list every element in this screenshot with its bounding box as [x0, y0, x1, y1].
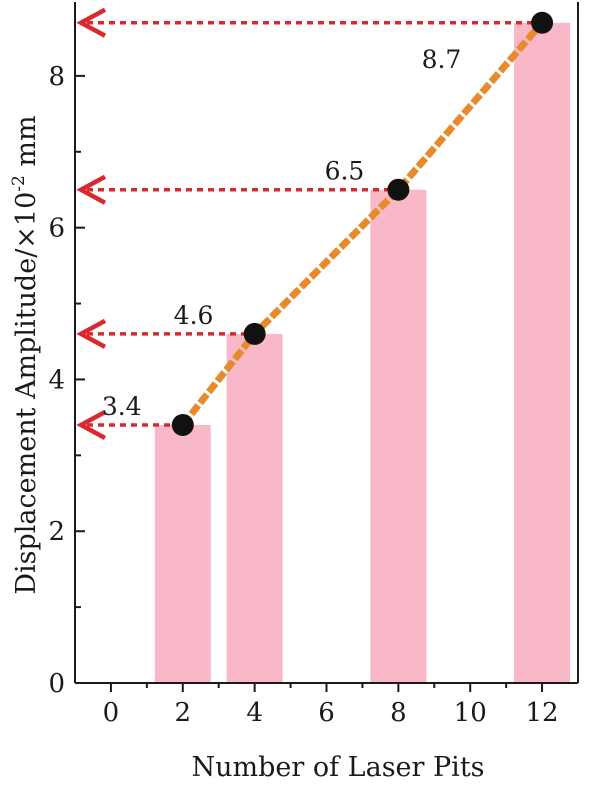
bar-4 [226, 333, 283, 683]
point-12 [531, 11, 554, 34]
arrowhead-8.7 [76, 7, 107, 38]
y-tick-label-6: 6 [48, 214, 65, 244]
reference-arrows-group [76, 7, 537, 440]
data-label-4.6: 4.6 [174, 301, 214, 330]
y-axis-title-superscript: -2 [9, 175, 29, 192]
point-8 [387, 178, 410, 201]
arrowhead-6.5 [76, 174, 107, 205]
bar-12 [514, 22, 571, 684]
x-tick-label-2: 2 [175, 698, 192, 728]
x-axis-title: Number of Laser Pits [191, 752, 484, 783]
series-line [180, 20, 545, 428]
y-tick-label-2: 2 [48, 517, 65, 547]
trend-line-group [180, 20, 545, 428]
x-tick-label-10: 10 [454, 698, 487, 728]
data-label-8.7: 8.7 [422, 45, 462, 74]
bar-8 [370, 189, 427, 683]
y-tick-label-8: 8 [48, 62, 65, 92]
x-tick-label-8: 8 [390, 698, 407, 728]
x-tick-label-6: 6 [318, 698, 335, 728]
x-tick-label-12: 12 [526, 698, 559, 728]
markers-group [171, 11, 554, 436]
axes-group: 0 2 4 6 8 0 2 4 6 8 10 12 [48, 2, 579, 728]
data-label-3.4: 3.4 [102, 392, 142, 421]
y-tick-label-0: 0 [48, 669, 65, 699]
x-tick-label-4: 4 [246, 698, 263, 728]
point-2 [171, 413, 194, 436]
bar-2 [154, 424, 211, 683]
y-axis-title-unit: mm [11, 115, 42, 175]
point-4 [243, 322, 266, 345]
y-axis-title: Displacement Amplitude/×10-2 mm [9, 115, 42, 594]
data-labels-group: 3.4 4.6 6.5 8.7 [102, 45, 462, 421]
arrowhead-3.4 [76, 409, 107, 440]
x-tick-label-0: 0 [103, 698, 120, 728]
bars-group [154, 22, 571, 684]
data-label-6.5: 6.5 [325, 157, 365, 186]
y-axis-title-main: Displacement Amplitude/×10 [11, 192, 42, 595]
arrowhead-4.6 [76, 318, 107, 349]
y-tick-label-4: 4 [48, 365, 65, 395]
